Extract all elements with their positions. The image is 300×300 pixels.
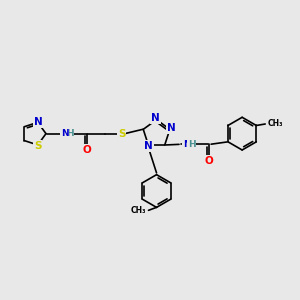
Text: N: N	[183, 140, 190, 149]
Text: H: H	[188, 140, 195, 149]
Text: S: S	[118, 129, 125, 139]
Text: N: N	[61, 129, 68, 138]
Text: H: H	[66, 129, 74, 138]
Text: CH₃: CH₃	[130, 206, 146, 215]
Text: O: O	[205, 156, 214, 166]
Text: O: O	[82, 145, 91, 155]
Text: N: N	[167, 123, 176, 133]
Text: N: N	[151, 113, 160, 124]
Text: S: S	[34, 141, 41, 151]
Text: N: N	[144, 141, 153, 151]
Text: N: N	[34, 117, 43, 127]
Text: CH₃: CH₃	[268, 119, 283, 128]
